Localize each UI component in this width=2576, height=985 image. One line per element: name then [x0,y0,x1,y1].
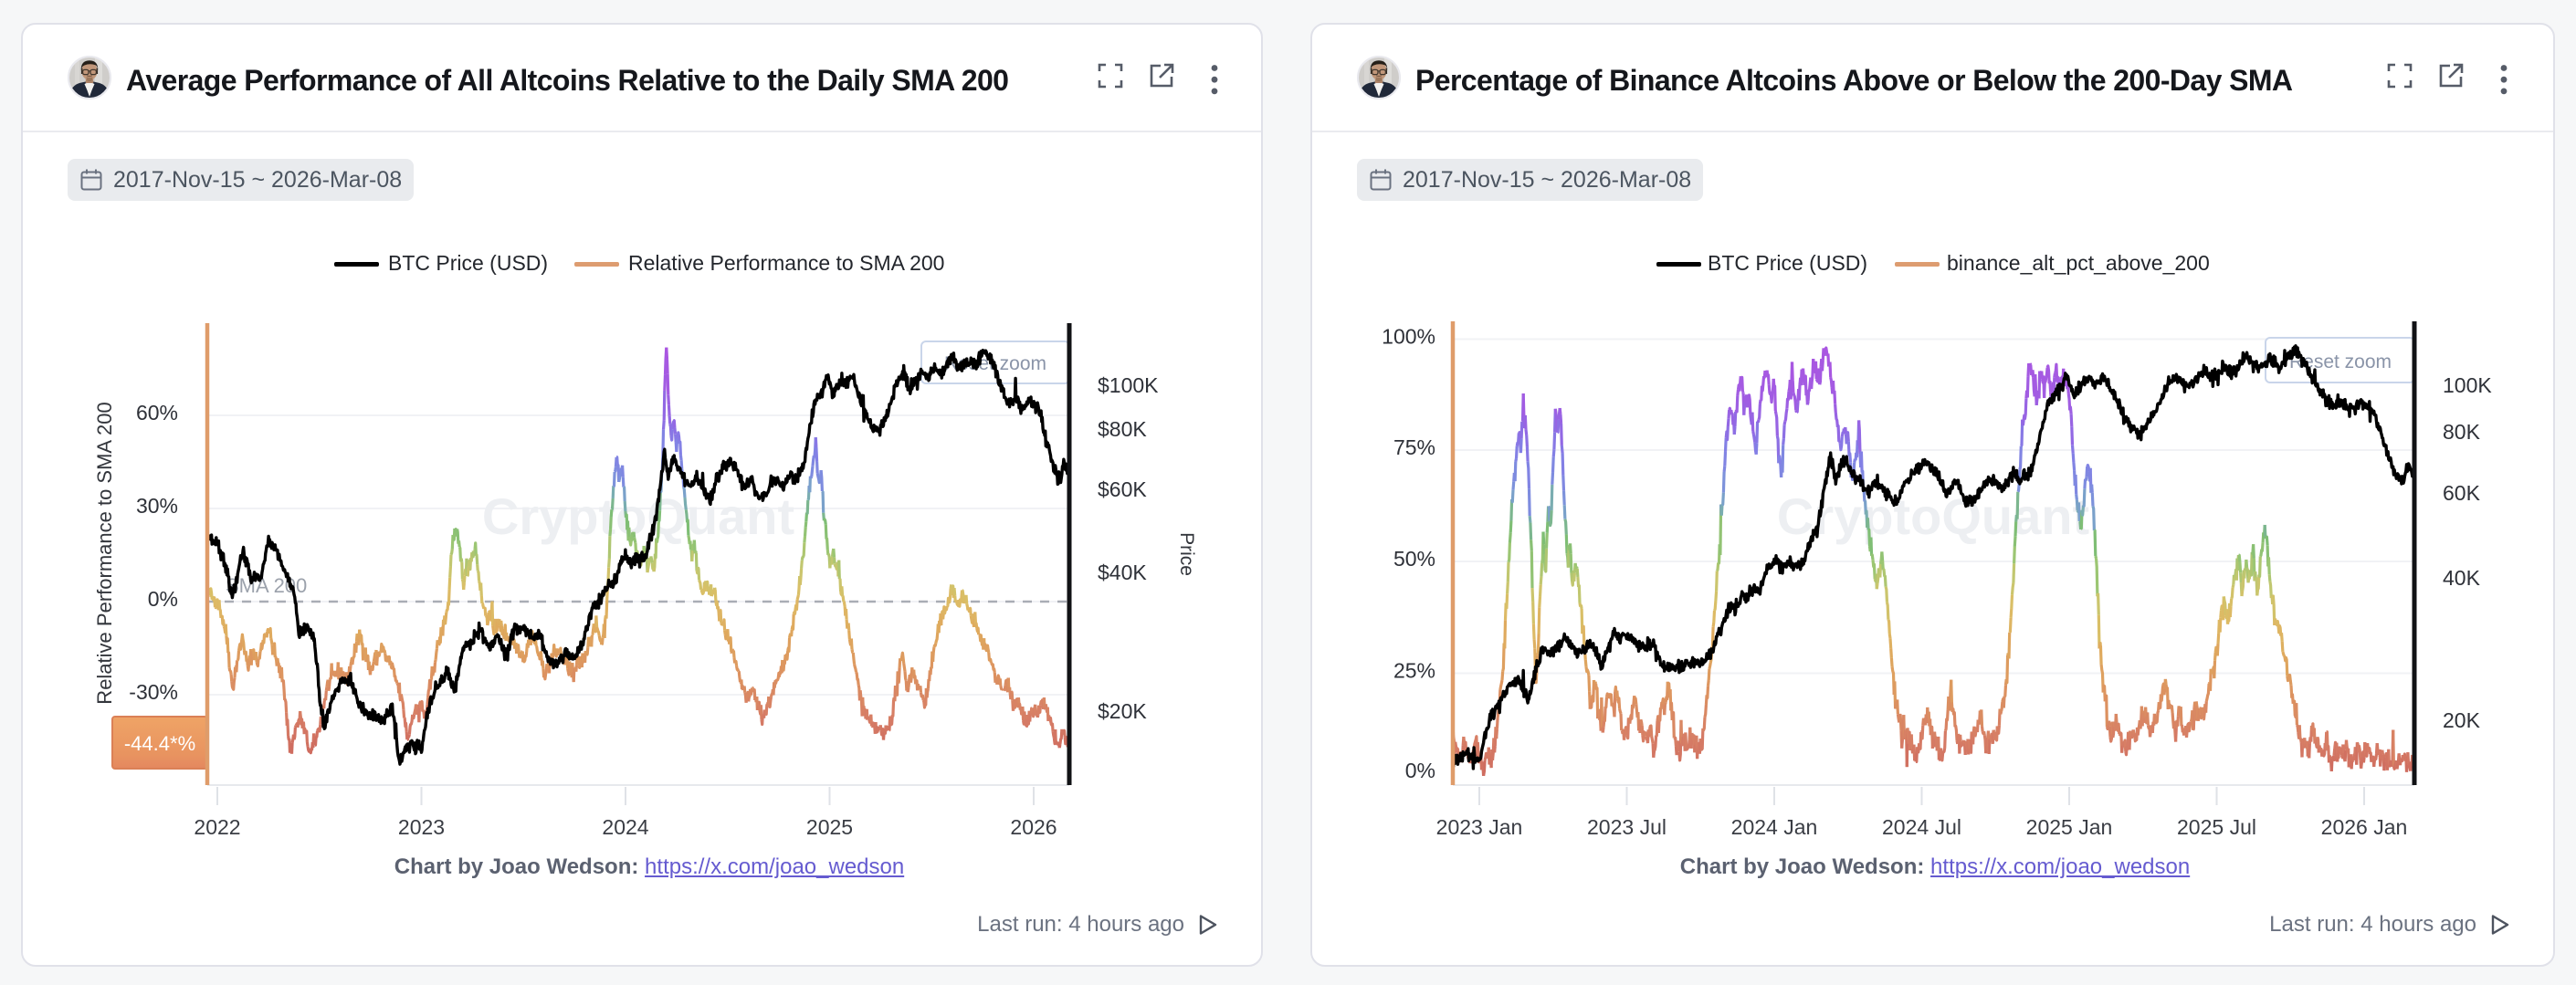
svg-text:2024 Jan: 2024 Jan [1731,815,1818,839]
svg-text:2026 Jan: 2026 Jan [2321,815,2408,839]
svg-text:20K: 20K [2443,708,2481,732]
svg-text:60%: 60% [136,401,178,424]
svg-text:0%: 0% [148,587,178,611]
svg-text:2025 Jul: 2025 Jul [2177,815,2256,839]
svg-text:2026: 2026 [1010,815,1057,839]
svg-text:100K: 100K [2443,373,2492,397]
svg-text:2025 Jan: 2025 Jan [2026,815,2113,839]
svg-text:Reset zoom: Reset zoom [2289,351,2392,372]
svg-text:50%: 50% [1393,547,1435,571]
svg-text:60K: 60K [2443,481,2481,505]
svg-text:CryptoQuant: CryptoQuant [482,487,794,545]
svg-text:2024: 2024 [602,815,648,839]
svg-text:$20K: $20K [1098,699,1147,723]
svg-text:40K: 40K [2443,566,2481,590]
svg-text:2023 Jul: 2023 Jul [1587,815,1667,839]
svg-text:$60K: $60K [1098,477,1147,501]
svg-text:Price: Price [1176,532,1197,576]
svg-text:30%: 30% [136,494,178,518]
svg-text:2025: 2025 [806,815,853,839]
svg-text:2022: 2022 [194,815,240,839]
svg-text:$100K: $100K [1098,373,1159,397]
svg-text:CryptoQuant: CryptoQuant [1777,487,2089,545]
svg-text:75%: 75% [1393,435,1435,459]
svg-text:2023: 2023 [398,815,445,839]
svg-text:-30%: -30% [129,680,178,704]
svg-text:$80K: $80K [1098,417,1147,441]
svg-text:-44.4*%: -44.4*% [124,732,195,755]
svg-text:80K: 80K [2443,420,2481,444]
svg-text:Relative Performance to SMA 20: Relative Performance to SMA 200 [93,402,116,704]
svg-text:25%: 25% [1393,659,1435,683]
svg-text:$40K: $40K [1098,561,1147,584]
svg-text:2023 Jan: 2023 Jan [1436,815,1523,839]
svg-text:2024 Jul: 2024 Jul [1882,815,1961,839]
svg-text:100%: 100% [1382,325,1435,349]
svg-text:0%: 0% [1405,759,1435,782]
